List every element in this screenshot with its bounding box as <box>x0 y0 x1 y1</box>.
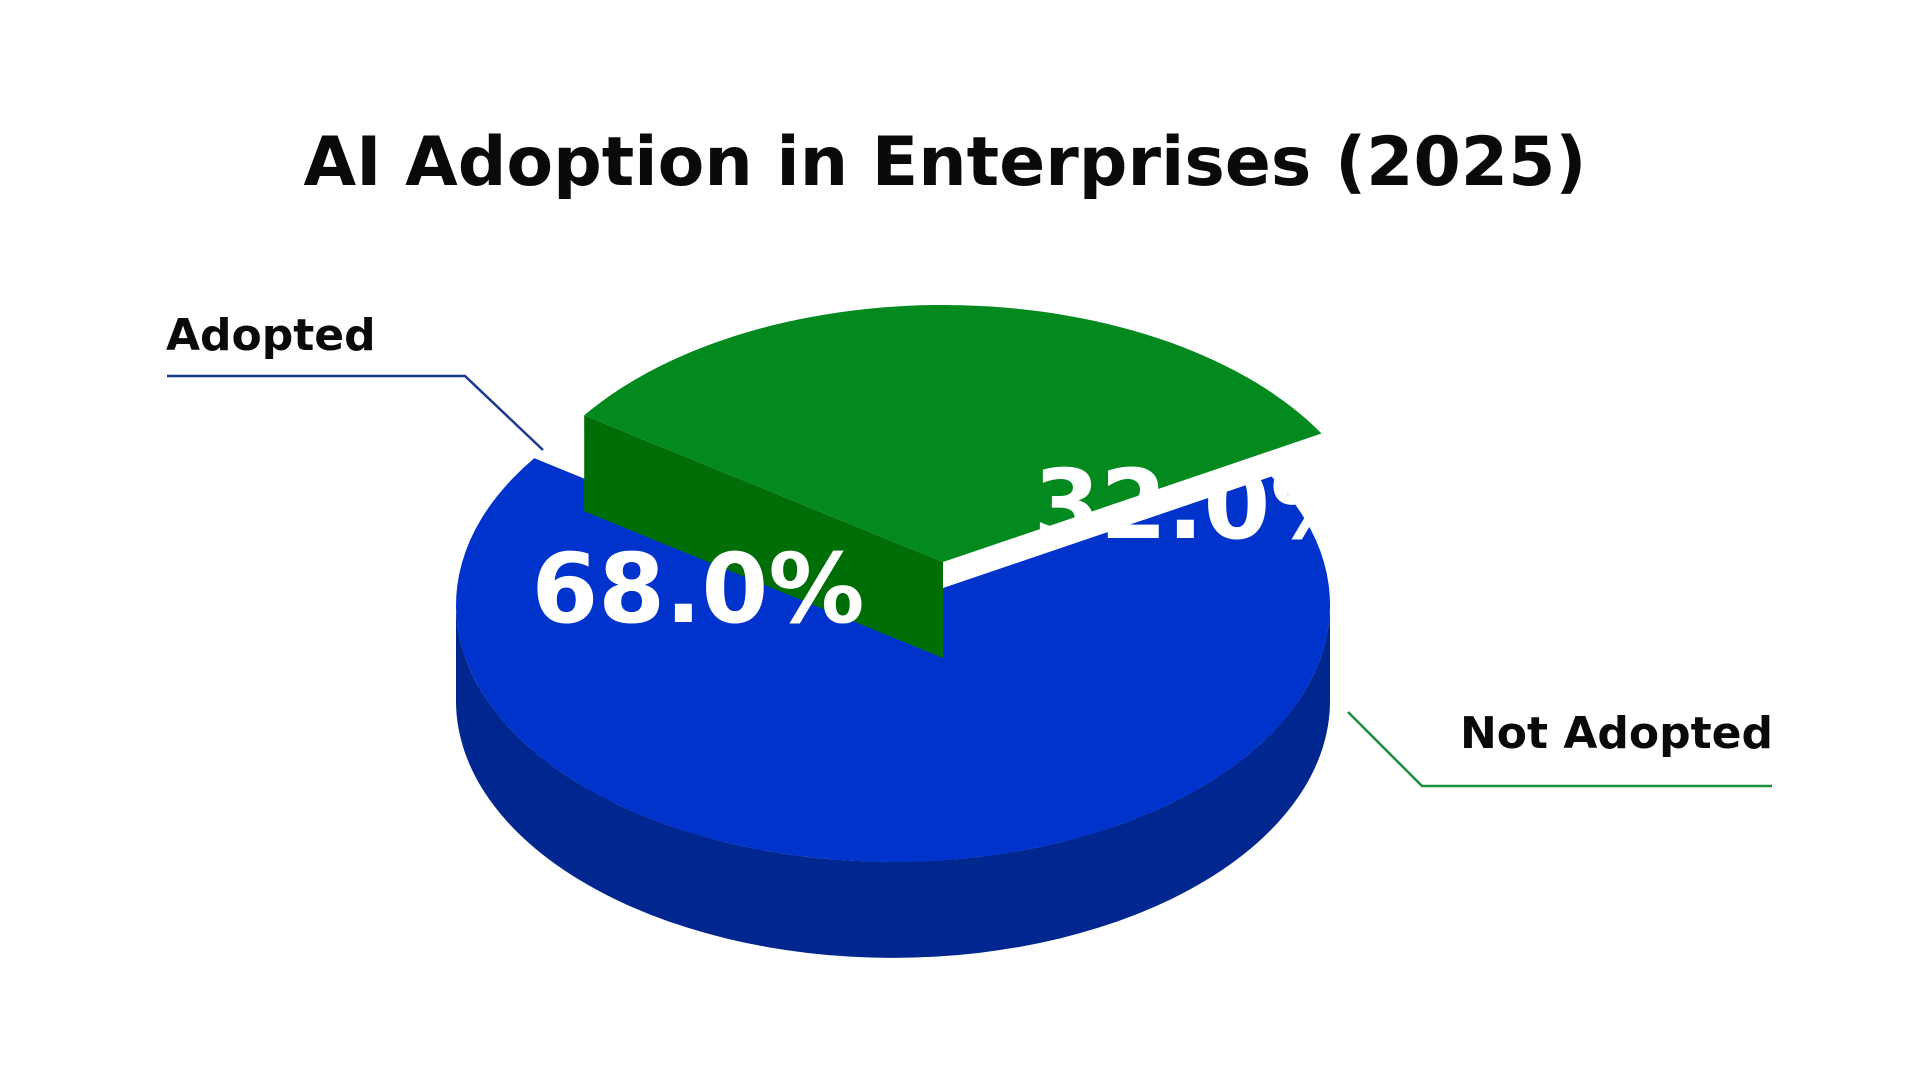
value-label-not-adopted: 32.0% <box>1033 449 1366 561</box>
leader-line-adopted <box>167 374 544 451</box>
pie-side-adopted <box>456 605 1330 958</box>
legend-label-not-adopted: Not Adopted <box>1460 708 1773 759</box>
legend-label-adopted: Adopted <box>166 310 376 361</box>
value-label-adopted: 68.0% <box>531 533 864 645</box>
pie-slice-adopted <box>456 458 1331 862</box>
pie-3d <box>456 304 1331 958</box>
chart-title: AI Adoption in Enterprises (2025) <box>303 123 1586 202</box>
leader-line-not-adopted <box>1347 711 1772 788</box>
pie-cut-face-not-adopted <box>584 415 943 658</box>
pie-slice-not-adopted <box>584 304 1322 562</box>
